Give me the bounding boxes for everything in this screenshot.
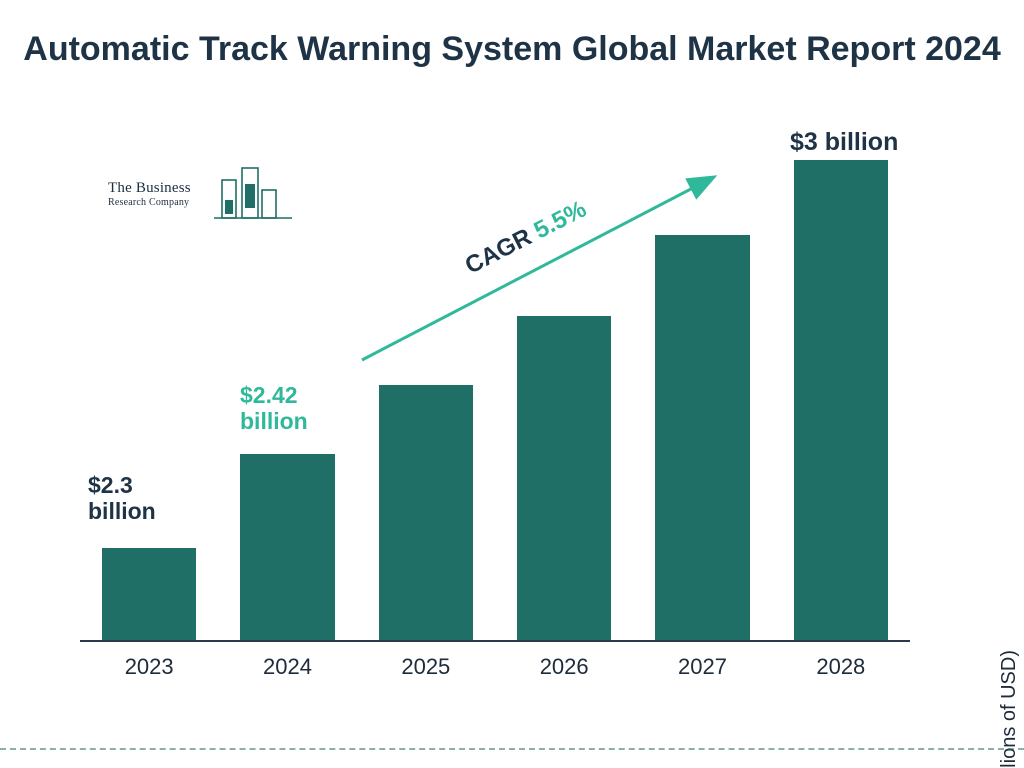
bar-2023: [102, 548, 196, 640]
x-label-2025: 2025: [357, 654, 495, 680]
value-label-2023: $2.3 billion: [88, 472, 188, 525]
value-label-2024: $2.42 billion: [240, 382, 340, 435]
y-axis-label: Market Size (in billions of USD): [998, 650, 1021, 768]
value-label-2028: $3 billion: [790, 128, 898, 157]
x-label-2026: 2026: [495, 654, 633, 680]
brand-logo-line1: The Business: [108, 180, 191, 197]
brand-logo-line2: Research Company: [108, 197, 191, 208]
brand-logo-text: The Business Research Company: [108, 180, 191, 208]
buildings-icon: [214, 162, 292, 220]
bar-2024: [240, 454, 334, 640]
x-label-2028: 2028: [772, 654, 910, 680]
bar-2025: [379, 385, 473, 640]
page-root: Automatic Track Warning System Global Ma…: [0, 0, 1024, 768]
footer-divider: [0, 748, 1024, 750]
x-label-2023: 2023: [80, 654, 218, 680]
growth-arrow-icon: [352, 160, 732, 380]
x-label-2027: 2027: [633, 654, 771, 680]
brand-logo: The Business Research Company: [108, 162, 298, 234]
bar-2028: [794, 160, 888, 640]
chart-title: Automatic Track Warning System Global Ma…: [0, 28, 1024, 71]
x-label-2024: 2024: [218, 654, 356, 680]
